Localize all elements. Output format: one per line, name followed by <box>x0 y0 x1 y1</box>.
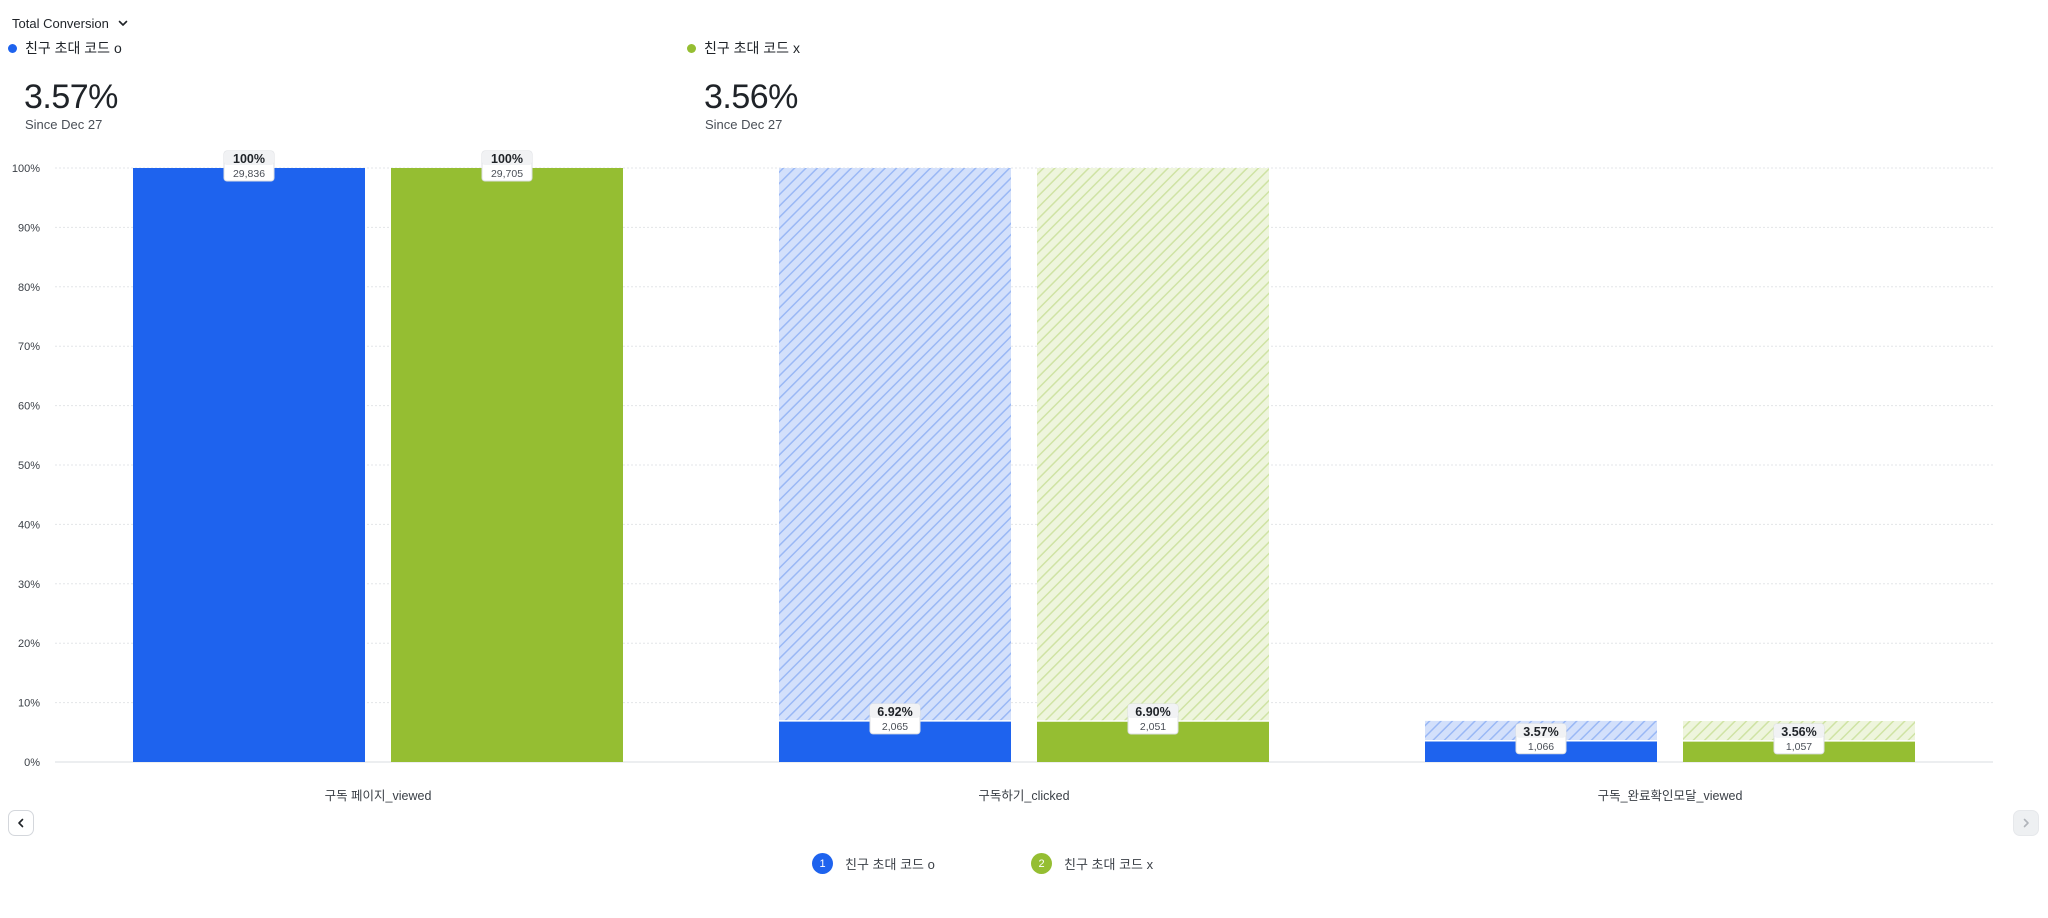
y-tick-label: 40% <box>18 519 40 531</box>
chevron-left-icon <box>18 818 24 828</box>
y-tick-label: 0% <box>24 757 40 769</box>
y-tick-label: 30% <box>18 579 40 591</box>
data-label-box-header <box>482 151 532 165</box>
y-tick-label: 10% <box>18 698 40 710</box>
legend-label-1: 친구 초대 코드 o <box>845 857 935 872</box>
data-label-count: 29,705 <box>491 168 523 180</box>
data-label-count: 2,065 <box>882 721 908 733</box>
series-1-conversion-value: 3.57% <box>24 78 118 116</box>
data-label-box-header <box>870 703 920 718</box>
dropoff-bar[interactable] <box>779 168 1011 721</box>
data-label-percent: 100% <box>233 152 265 166</box>
data-label-percent: 6.90% <box>1135 705 1170 719</box>
series-2-name: 친구 초대 코드 x <box>704 40 800 56</box>
data-label-count: 29,836 <box>233 168 265 180</box>
y-tick-label: 20% <box>18 638 40 650</box>
series-summary-1-header: 친구 초대 코드 o <box>8 38 122 58</box>
y-tick-label: 80% <box>18 282 40 294</box>
y-tick-label: 100% <box>12 163 40 175</box>
series-2-dot <box>687 43 696 53</box>
legend-item-1[interactable]: 1 친구 초대 코드 o <box>812 853 935 874</box>
legend-label-2: 친구 초대 코드 x <box>1064 857 1154 872</box>
previous-page-button[interactable] <box>8 810 34 836</box>
y-tick-label: 60% <box>18 401 40 413</box>
series-1-name: 친구 초대 코드 o <box>25 40 122 56</box>
x-category-label: 구독 페이지_viewed <box>325 789 432 803</box>
dropoff-bar[interactable] <box>1037 168 1269 722</box>
series-summary-2-header: 친구 초대 코드 x <box>687 38 800 58</box>
data-label-count: 1,057 <box>1786 741 1812 753</box>
series-1-since: Since Dec 27 <box>25 117 103 132</box>
data-label-percent: 3.57% <box>1523 725 1558 739</box>
data-label-box-header <box>1516 723 1566 738</box>
metric-dropdown[interactable]: Total Conversion <box>12 12 129 34</box>
data-label-box-header <box>1774 723 1824 738</box>
chevron-down-icon <box>118 20 128 26</box>
data-label-percent: 3.56% <box>1781 725 1816 739</box>
series-2-conversion-value: 3.56% <box>704 78 798 116</box>
metric-dropdown-label: Total Conversion <box>12 15 109 31</box>
next-page-button[interactable] <box>2013 810 2039 836</box>
conversion-bar[interactable] <box>391 168 623 762</box>
legend-item-2[interactable]: 2 친구 초대 코드 x <box>1031 853 1153 874</box>
series-2-since: Since Dec 27 <box>705 117 783 132</box>
data-label-count: 1,066 <box>1528 741 1554 753</box>
data-label-box-header <box>1128 704 1178 719</box>
x-category-label: 구독_완료확인모달_viewed <box>1598 789 1743 803</box>
y-tick-label: 50% <box>18 460 40 472</box>
series-1-dot <box>8 43 17 53</box>
data-label-count: 2,051 <box>1140 721 1166 733</box>
x-category-label: 구독하기_clicked <box>978 789 1069 803</box>
data-label-percent: 100% <box>491 152 523 166</box>
conversion-bar[interactable] <box>133 168 365 762</box>
legend-badge-1: 1 <box>812 853 833 874</box>
y-tick-label: 90% <box>18 222 40 234</box>
legend-badge-2: 2 <box>1031 853 1052 874</box>
data-label-box-header <box>224 151 274 165</box>
chevron-right-icon <box>2023 818 2029 828</box>
data-label-percent: 6.92% <box>877 705 912 719</box>
y-tick-label: 70% <box>18 341 40 353</box>
